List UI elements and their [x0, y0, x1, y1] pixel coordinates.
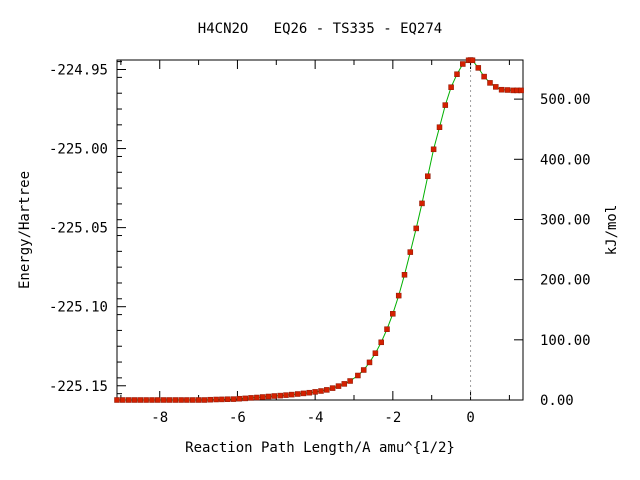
- data-point: [283, 392, 289, 398]
- data-point: [306, 389, 313, 396]
- x-tick-label: -8: [151, 410, 168, 426]
- data-point: [137, 397, 144, 403]
- data-point: [178, 397, 184, 403]
- data-point: [131, 397, 138, 403]
- data-point: [493, 84, 499, 90]
- data-point: [518, 87, 524, 94]
- data-point: [448, 84, 454, 90]
- data-point: [143, 397, 149, 403]
- data-point: [125, 397, 132, 403]
- data-point: [190, 397, 196, 403]
- data-point: [114, 397, 120, 403]
- data-point: [248, 395, 254, 401]
- data-point: [213, 396, 219, 403]
- x-tick-label: -4: [307, 410, 324, 426]
- x-tick-label: 0: [466, 410, 474, 426]
- data-point: [324, 387, 330, 393]
- data-point: [318, 388, 324, 394]
- data-point: [242, 395, 248, 402]
- data-point: [378, 339, 384, 346]
- data-point: [469, 57, 476, 64]
- data-point: [355, 372, 361, 379]
- data-point: [259, 394, 266, 400]
- data-point: [184, 397, 190, 403]
- y-tick-label: -225.10: [49, 300, 108, 316]
- energy-curve-line: [117, 59, 522, 401]
- y-axis-label: Energy/Hartree: [17, 171, 33, 289]
- data-point: [390, 311, 396, 317]
- data-point: [498, 86, 505, 93]
- y-tick-label: -224.95: [49, 62, 108, 78]
- y2-tick-label: 0.00: [540, 393, 574, 409]
- data-point: [230, 396, 237, 402]
- data-point: [120, 397, 126, 403]
- data-point: [425, 173, 431, 179]
- data-point: [487, 80, 493, 86]
- data-point: [384, 326, 390, 332]
- data-point: [504, 87, 511, 93]
- data-point: [160, 397, 167, 403]
- data-point: [207, 396, 213, 403]
- data-point: [155, 397, 161, 403]
- data-point: [277, 392, 283, 399]
- data-point: [347, 378, 353, 384]
- data-point: [224, 396, 231, 402]
- data-point: [149, 397, 155, 403]
- data-point: [335, 383, 342, 389]
- data-point: [454, 71, 460, 77]
- data-point: [395, 292, 402, 299]
- data-point: [366, 359, 373, 366]
- x-tick-label: -6: [229, 410, 246, 426]
- y2-axis-label: kJ/mol: [604, 205, 620, 256]
- data-point: [481, 73, 487, 80]
- chart-title: H4CN2O EQ26 - TS335 - EQ274: [198, 21, 442, 37]
- data-point: [312, 389, 318, 395]
- data-point: [201, 397, 208, 403]
- data-point: [271, 393, 278, 399]
- data-point: [294, 391, 301, 397]
- data-point: [436, 124, 443, 130]
- y2-tick-label: 100.00: [540, 333, 591, 349]
- data-point: [236, 395, 243, 402]
- data-point: [460, 61, 466, 67]
- data-point: [341, 381, 348, 387]
- data-point: [360, 367, 367, 373]
- x-tick-label: -2: [384, 410, 401, 426]
- data-point: [254, 394, 260, 401]
- data-point: [475, 65, 482, 71]
- energy-data-points: [114, 57, 524, 403]
- plot-area-frame: [116, 59, 524, 401]
- data-point: [289, 391, 295, 398]
- y-tick-label: -225.15: [49, 379, 108, 395]
- x-axis-label: Reaction Path Length/A amu^{1/2}: [185, 440, 455, 456]
- data-point: [265, 393, 272, 400]
- y2-tick-label: 200.00: [540, 273, 591, 289]
- data-point: [372, 350, 379, 356]
- y2-tick-label: 500.00: [540, 92, 591, 108]
- data-point: [442, 102, 449, 108]
- y2-tick-label: 400.00: [540, 152, 591, 168]
- data-point: [172, 397, 179, 403]
- y2-tick-label: 300.00: [540, 212, 591, 228]
- data-point: [407, 249, 414, 255]
- axes: -8 -6 -4 -2 0 -224.95 -225.00 -225.05 -225.10 -22…: [49, 60, 591, 426]
- y-tick-label: -225.00: [49, 142, 108, 158]
- data-point: [195, 397, 202, 403]
- data-point: [401, 272, 408, 278]
- data-point: [300, 390, 307, 397]
- data-point: [430, 146, 437, 153]
- data-point: [413, 225, 419, 232]
- data-point: [166, 397, 173, 403]
- y-tick-label: -225.05: [49, 221, 108, 237]
- data-point: [419, 200, 425, 207]
- data-point: [219, 396, 225, 403]
- data-point: [329, 385, 336, 391]
